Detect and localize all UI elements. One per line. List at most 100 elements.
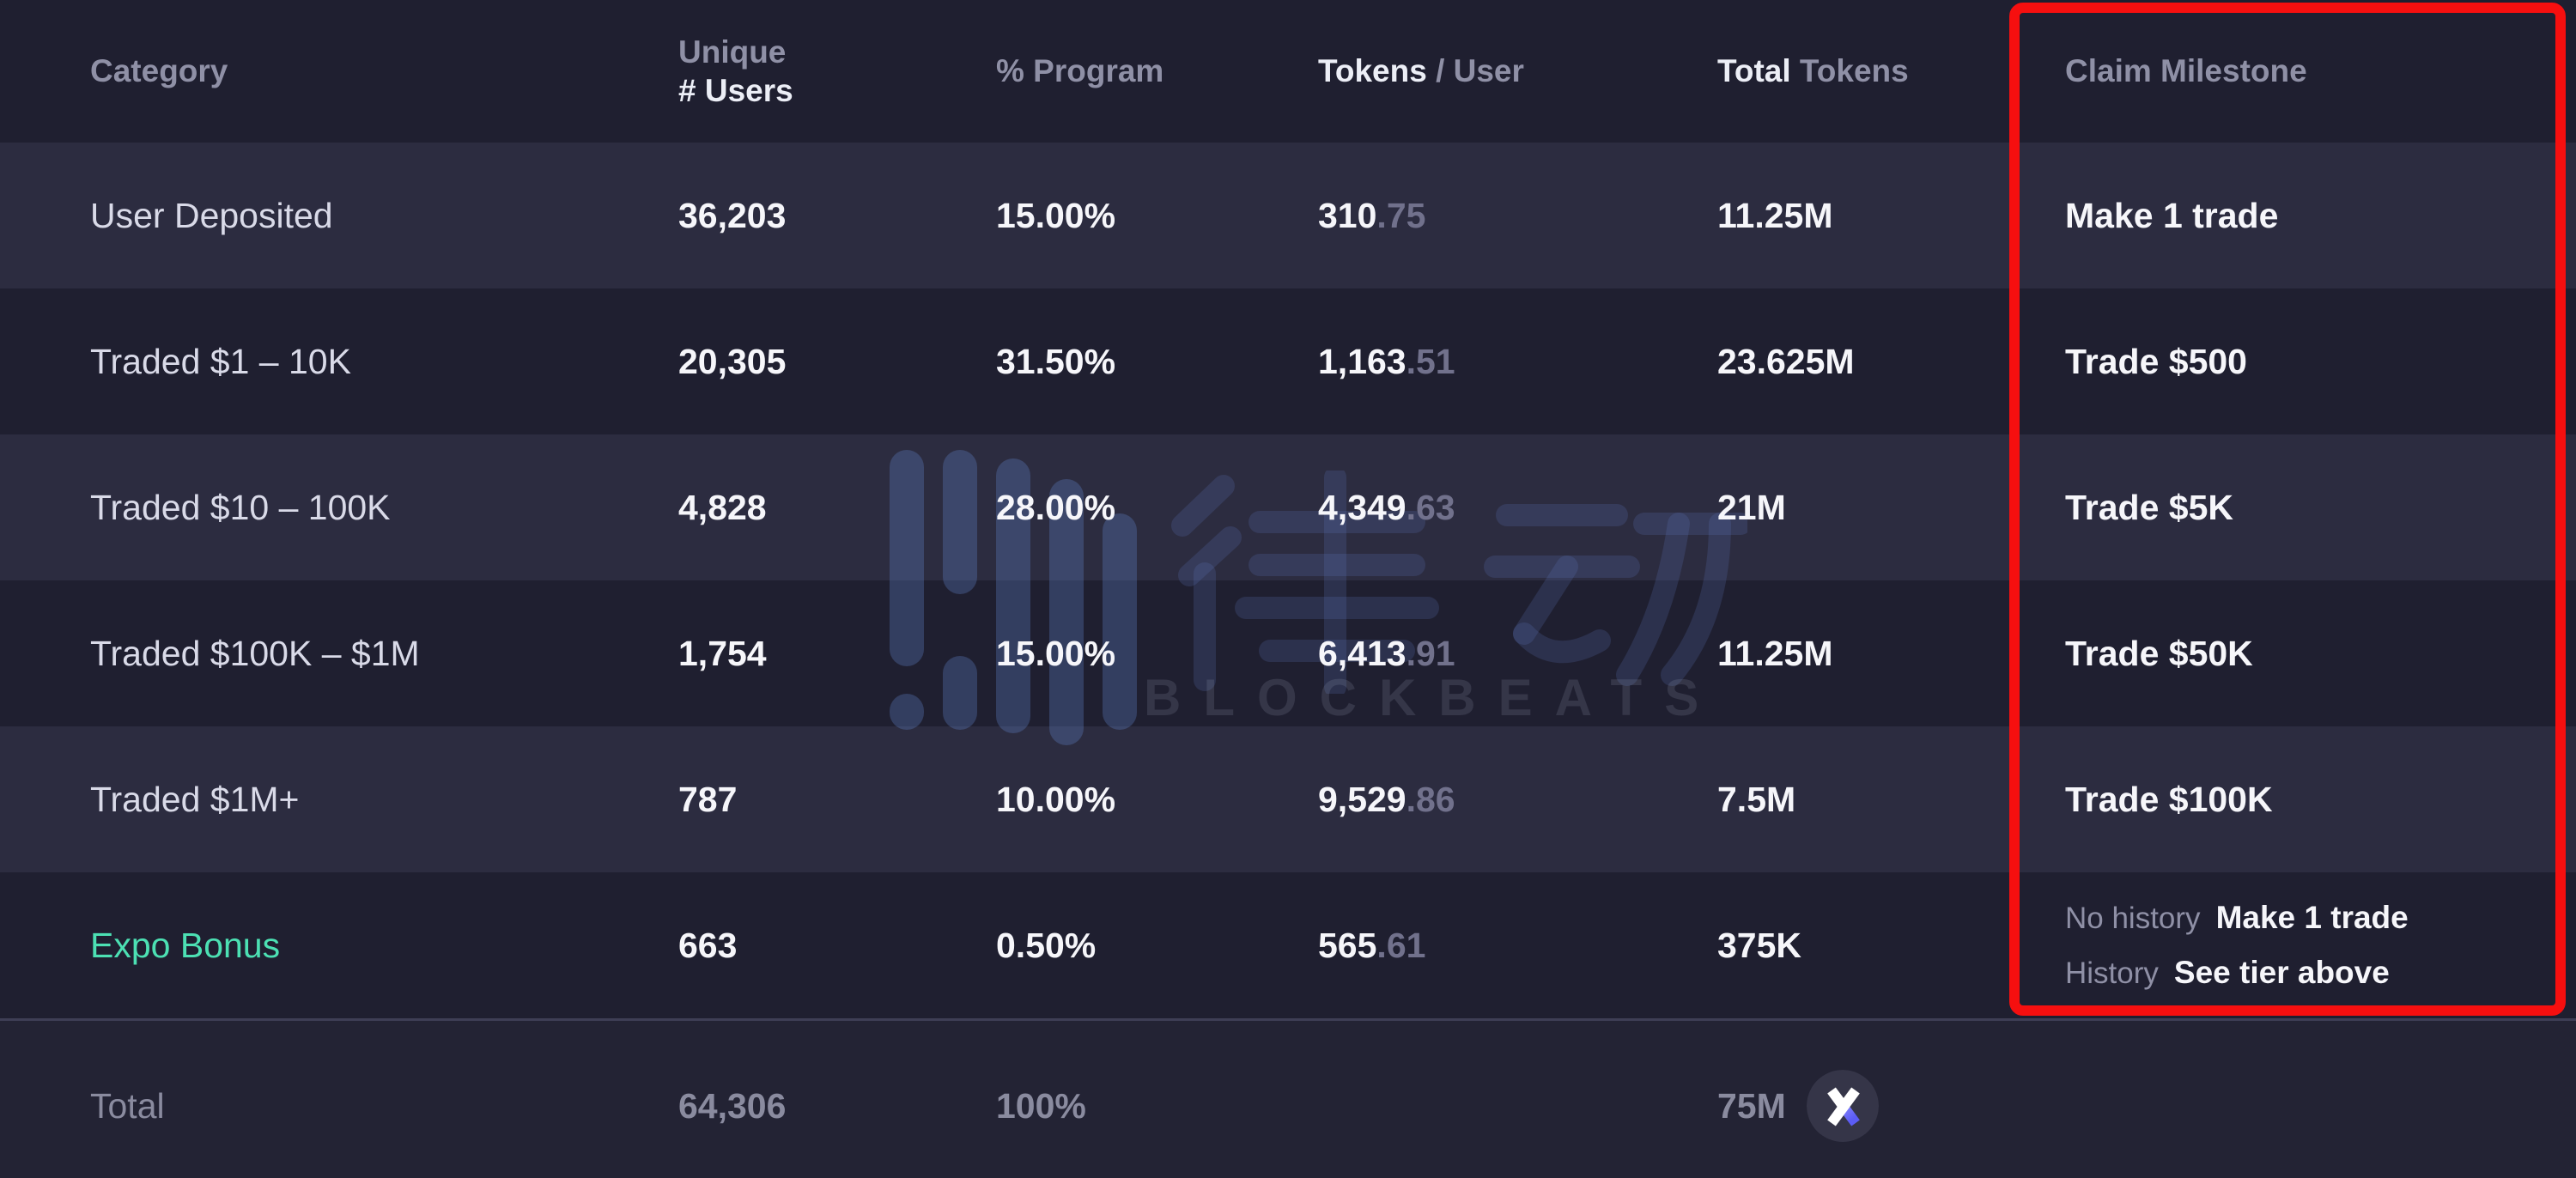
tokens-user-decimal: .63: [1406, 487, 1455, 527]
program-value: 28.00%: [996, 487, 1116, 527]
milestone-value: Trade $500: [2065, 341, 2247, 381]
total-tokens-cell: 75M: [1627, 1070, 1975, 1142]
users-cell: 20,305: [588, 342, 906, 382]
milestone-value: Trade $5K: [2065, 487, 2233, 527]
tokens-user-cell: 565.61: [1228, 926, 1627, 966]
milestone-value: Make 1 trade: [2065, 195, 2279, 235]
table-row: Traded $1 – 10K 20,305 31.50% 1,163.51 23.62…: [0, 288, 2576, 434]
program-value: 31.50%: [996, 341, 1116, 381]
category-label: Traded $1 – 10K: [90, 341, 351, 381]
milestone-value: Trade $50K: [2065, 633, 2253, 673]
tokens-user-cell: 9,529.86: [1228, 780, 1627, 820]
milestone-value: See tier above: [2173, 955, 2390, 990]
tokens-user-value: 1,163.51: [1318, 341, 1455, 381]
header-users: Unique # Users: [678, 33, 793, 108]
total-tokens-cell: 375K: [1627, 926, 1975, 966]
total-tokens-cell: 11.25M: [1627, 196, 1975, 236]
total-tokens-value: 23.625M: [1717, 341, 1855, 381]
users-value: 1,754: [678, 633, 767, 673]
milestone-cell: Trade $500: [1975, 342, 2576, 382]
table-row: Traded $1M+ 787 10.00% 9,529.86 7.5M Trade $1…: [0, 726, 2576, 872]
milestone-condition-label: History: [2065, 956, 2159, 990]
program-value: 15.00%: [996, 633, 1116, 673]
milestone-value: Make 1 trade: [2215, 900, 2409, 935]
category-label: Expo Bonus: [90, 925, 281, 965]
milestone-cell: Make 1 trade: [1975, 196, 2576, 236]
tokens-user-decimal: .86: [1406, 779, 1455, 819]
program-cell: 15.00%: [906, 196, 1228, 236]
users-cell: 663: [588, 926, 906, 966]
tokens-user-decimal: .91: [1406, 633, 1455, 673]
total-label: Total: [90, 1085, 165, 1126]
category-label: Traded $1M+: [90, 779, 300, 819]
milestone-cell: No history Make 1 trade History See tier ab…: [1975, 900, 2576, 991]
tokens-user-cell: 310.75: [1228, 196, 1627, 236]
total-tokens-value: 21M: [1717, 487, 1786, 527]
header-total-tokens: Total Tokens: [1717, 53, 1909, 89]
total-tokens-cell: 23.625M: [1627, 342, 1975, 382]
tokens-user-value: 6,413.91: [1318, 633, 1455, 673]
table-header-row: Category Unique # Users % Program Tokens / U…: [0, 0, 2576, 143]
milestone-line: No history Make 1 trade: [2065, 900, 2576, 936]
category-cell: User Deposited: [0, 196, 588, 236]
total-tokens-value: 11.25M: [1717, 633, 1833, 673]
users-value: 4,828: [678, 487, 767, 527]
total-tokens-cell: 7.5M: [1627, 780, 1975, 820]
total-tokens-cell: 21M: [1627, 488, 1975, 528]
users-value: 663: [678, 925, 738, 965]
header-claim-milestone: Claim Milestone: [2065, 53, 2307, 89]
table-row: Traded $100K – $1M 1,754 15.00% 6,413.91 11.…: [0, 580, 2576, 726]
header-category: Category: [90, 53, 228, 89]
program-value: 0.50%: [996, 925, 1097, 965]
table-body: User Deposited 36,203 15.00% 310.75 11.25M Ma…: [0, 143, 2576, 1018]
milestone-condition-label: No history: [2065, 902, 2201, 935]
total-category-cell: Total: [0, 1086, 588, 1126]
milestone-line: History See tier above: [2065, 955, 2576, 991]
users-cell: 4,828: [588, 488, 906, 528]
program-cell: 0.50%: [906, 926, 1228, 966]
x-token-icon: [1806, 1070, 1879, 1142]
table-row: Traded $10 – 100K 4,828 28.00% 4,349.63 21M T…: [0, 434, 2576, 580]
program-cell: 28.00%: [906, 488, 1228, 528]
total-tokens-value: 7.5M: [1717, 779, 1796, 819]
tokens-user-value: 310.75: [1318, 195, 1426, 235]
tokens-user-value: 9,529.86: [1318, 779, 1455, 819]
category-label: Traded $100K – $1M: [90, 633, 420, 673]
total-users-value: 64,306: [678, 1085, 787, 1126]
milestone-cell: Trade $50K: [1975, 634, 2576, 674]
table-row: Expo Bonus 663 0.50% 565.61 375K No history Ma…: [0, 872, 2576, 1018]
tokens-user-decimal: .51: [1406, 341, 1455, 381]
tokens-user-decimal: .75: [1376, 195, 1426, 235]
table-total-row: Total 64,306 100% 75M: [0, 1018, 2576, 1178]
users-value: 20,305: [678, 341, 787, 381]
users-cell: 1,754: [588, 634, 906, 674]
program-cell: 15.00%: [906, 634, 1228, 674]
tokens-user-cell: 1,163.51: [1228, 342, 1627, 382]
milestone-cell: Trade $100K: [1975, 780, 2576, 820]
milestone-value: Trade $100K: [2065, 779, 2273, 819]
tokens-user-cell: 6,413.91: [1228, 634, 1627, 674]
total-tokens-value: 375K: [1717, 925, 1802, 965]
program-cell: 31.50%: [906, 342, 1228, 382]
category-cell: Traded $100K – $1M: [0, 634, 588, 674]
users-value: 787: [678, 779, 738, 819]
total-program-cell: 100%: [906, 1086, 1228, 1126]
category-cell: Traded $1 – 10K: [0, 342, 588, 382]
program-value: 10.00%: [996, 779, 1116, 819]
category-cell: Traded $1M+: [0, 780, 588, 820]
program-cell: 10.00%: [906, 780, 1228, 820]
tokens-user-value: 4,349.63: [1318, 487, 1455, 527]
users-cell: 36,203: [588, 196, 906, 236]
tokens-user-cell: 4,349.63: [1228, 488, 1627, 528]
category-cell: Expo Bonus: [0, 926, 588, 966]
total-tokens-value: 11.25M: [1717, 195, 1833, 235]
total-users-cell: 64,306: [588, 1086, 906, 1126]
table-row: User Deposited 36,203 15.00% 310.75 11.25M Ma…: [0, 143, 2576, 288]
category-label: User Deposited: [90, 195, 333, 235]
milestone-cell: Trade $5K: [1975, 488, 2576, 528]
users-value: 36,203: [678, 195, 787, 235]
total-tokens-cell: 11.25M: [1627, 634, 1975, 674]
tokens-user-value: 565.61: [1318, 925, 1426, 965]
total-tokens-value: 75M: [1717, 1085, 1786, 1126]
